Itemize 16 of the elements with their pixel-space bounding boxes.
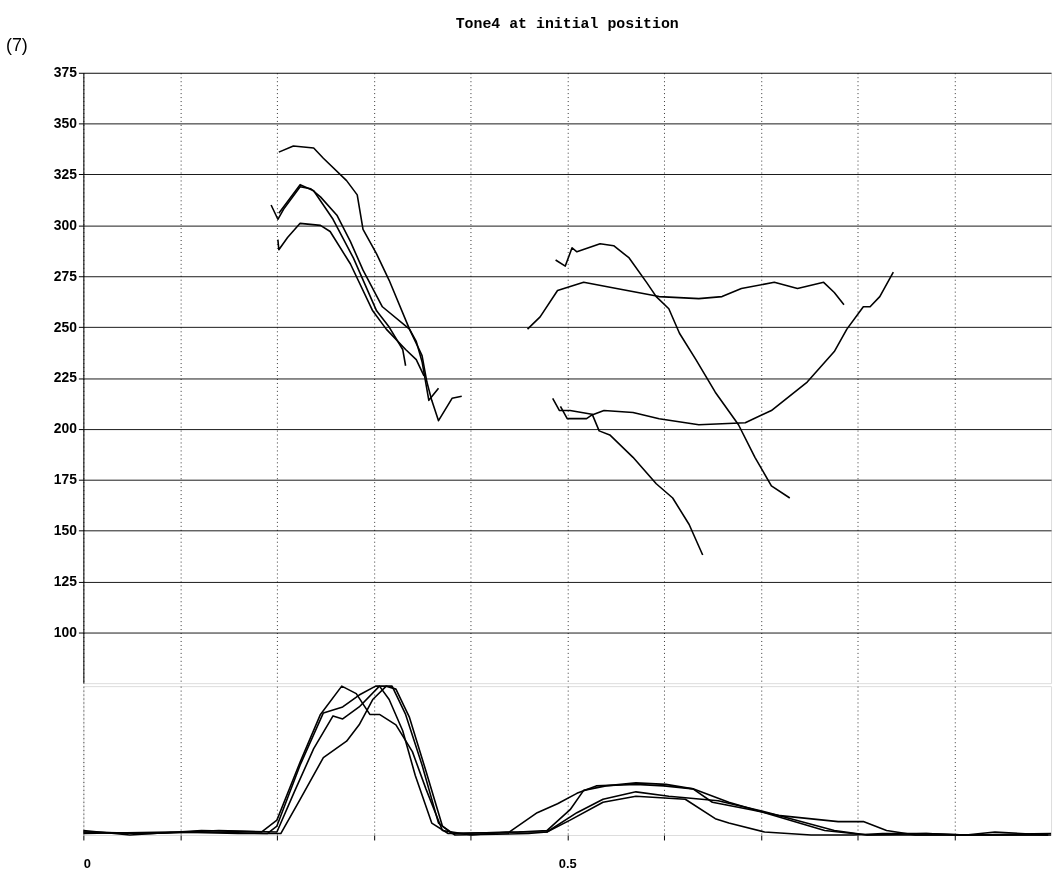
x-tick-label: 0 xyxy=(83,856,92,871)
y-tick-label: 200 xyxy=(53,420,78,437)
y-tick-label: 250 xyxy=(53,318,78,335)
y-tick-label: 100 xyxy=(53,623,78,640)
y-tick-label: 325 xyxy=(53,165,78,182)
y-tick-label: 300 xyxy=(53,216,78,233)
y-tick-label: 150 xyxy=(53,522,78,539)
y-tick-label: 175 xyxy=(53,471,78,488)
text: (7) xyxy=(5,34,28,55)
y-tick-label: 275 xyxy=(53,267,78,284)
x-tick-label: 0.5 xyxy=(558,856,577,871)
chart-title: Tone4 at initial position xyxy=(455,16,679,33)
y-tick-label: 375 xyxy=(53,64,78,81)
y-tick-label: 225 xyxy=(53,369,78,386)
y-tick-label: 350 xyxy=(53,115,78,132)
y-tick-label: 125 xyxy=(53,572,78,589)
